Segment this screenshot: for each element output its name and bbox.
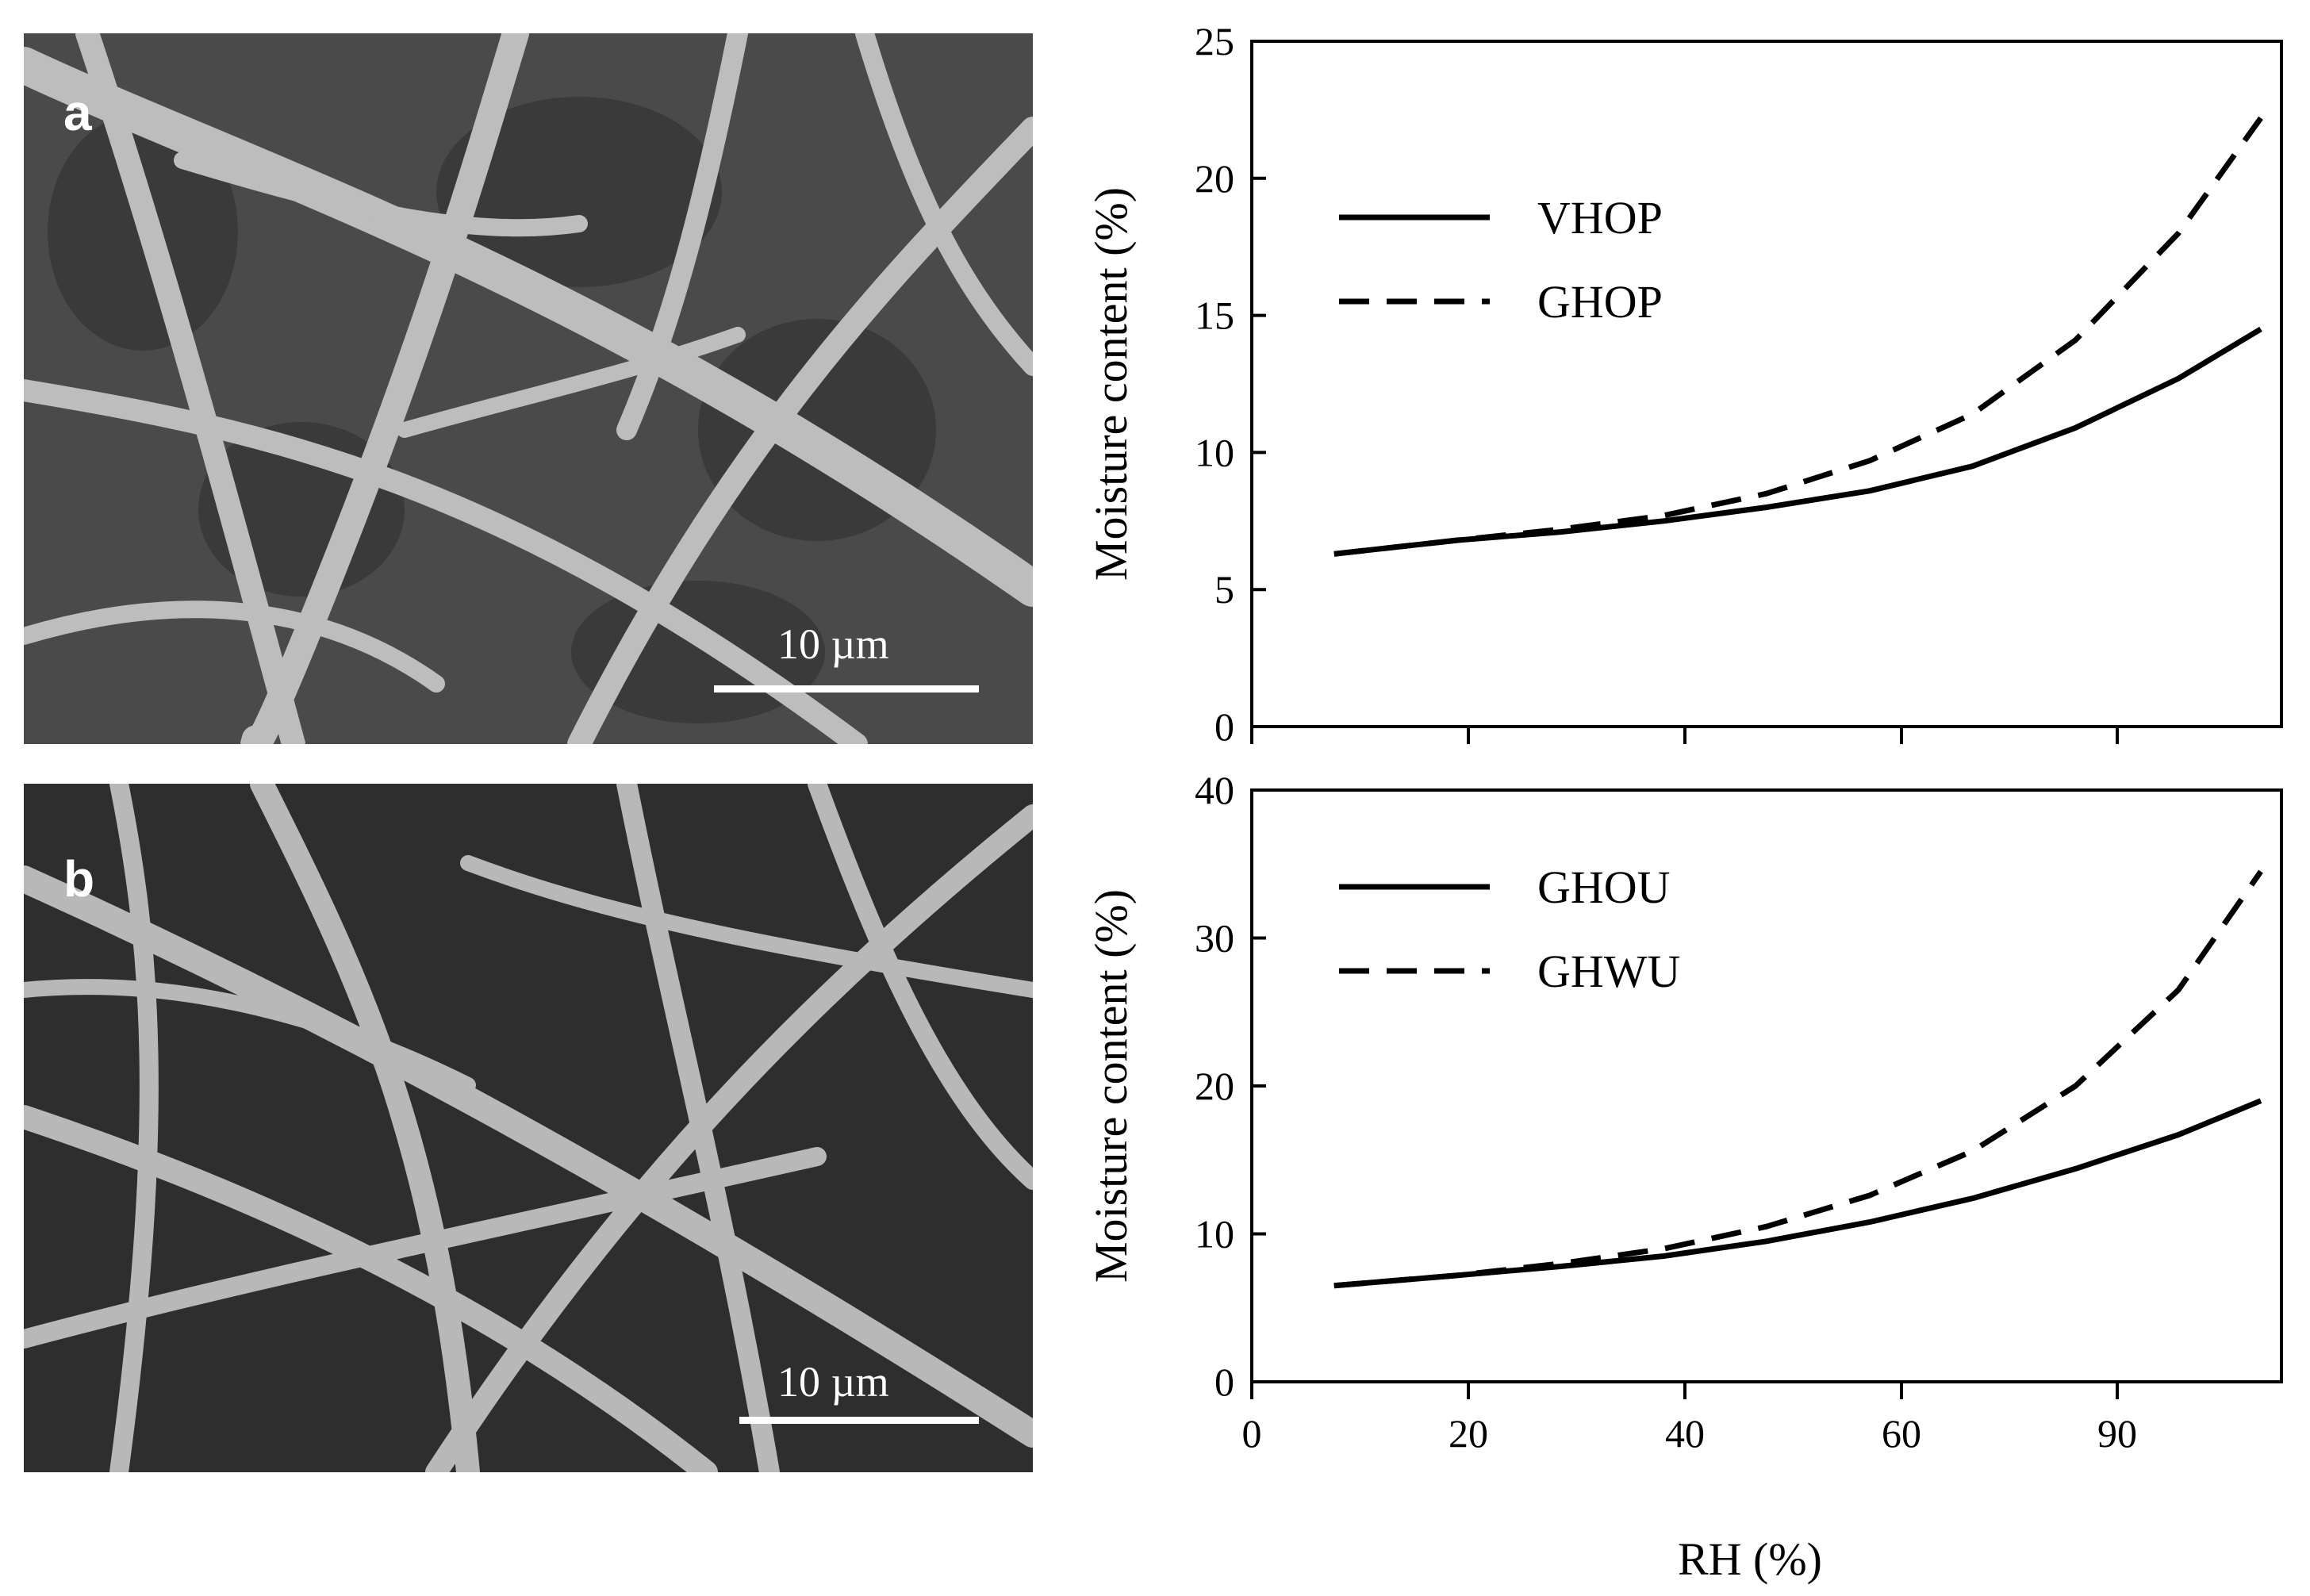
y-tick-label: 15 — [1195, 293, 1234, 338]
y-axis-title: Moisture content (%) — [1085, 889, 1137, 1283]
micrograph-b — [24, 784, 1033, 1472]
series-line-ghop — [1333, 116, 2263, 557]
x-tick-label: 0 — [1242, 1411, 1262, 1456]
y-tick-label: 0 — [1214, 1360, 1234, 1404]
plot-frame — [1250, 788, 2283, 1383]
scale-bar-a — [714, 685, 979, 692]
y-tick-label: 20 — [1195, 1064, 1234, 1108]
chart-bottom: 0 10 20 30 40 0 20 40 60 90 Moisture content (%) GH… — [1085, 768, 2283, 1456]
series-line-vhop — [1333, 326, 2262, 557]
x-tick-label: 40 — [1665, 1411, 1705, 1456]
panel-label-a: a — [63, 84, 92, 141]
legend-label-ghop: GHOP — [1537, 276, 1663, 328]
scale-bar-label-b: 10 µm — [777, 1358, 889, 1406]
y-tick-label: 30 — [1195, 916, 1234, 961]
y-tick-label: 5 — [1214, 567, 1234, 612]
y-tick-label: 10 — [1195, 1212, 1234, 1256]
x-tick-label: 90 — [2097, 1411, 2137, 1456]
series-line-ghwu — [1333, 869, 2263, 1289]
series-line-ghou — [1333, 1098, 2262, 1289]
legend-label-vhop: VHOP — [1537, 192, 1663, 244]
y-axis-title: Moisture content (%) — [1085, 187, 1137, 581]
plot-frame — [1250, 40, 2283, 728]
x-tick-label: 60 — [1882, 1411, 1921, 1456]
chart-top: 0 5 10 15 20 25 Moisture content (%) VHOP GHOP — [1085, 19, 2283, 749]
scale-bar-label-a: 10 µm — [777, 620, 889, 668]
legend-label-ghwu: GHWU — [1537, 946, 1680, 997]
y-tick-label: 25 — [1195, 19, 1234, 63]
y-tick-label: 0 — [1214, 704, 1234, 749]
y-tick-label: 20 — [1195, 156, 1234, 201]
y-tick-label: 10 — [1195, 430, 1234, 474]
legend-label-ghou: GHOU — [1537, 861, 1671, 913]
y-tick-label: 40 — [1195, 768, 1234, 812]
scale-bar-b — [739, 1417, 979, 1424]
panel-label-b: b — [63, 850, 94, 907]
x-axis-title: RH (%) — [1678, 1533, 1822, 1585]
x-tick-label: 20 — [1449, 1411, 1488, 1456]
sem-fibers-b-icon — [24, 784, 1033, 1472]
